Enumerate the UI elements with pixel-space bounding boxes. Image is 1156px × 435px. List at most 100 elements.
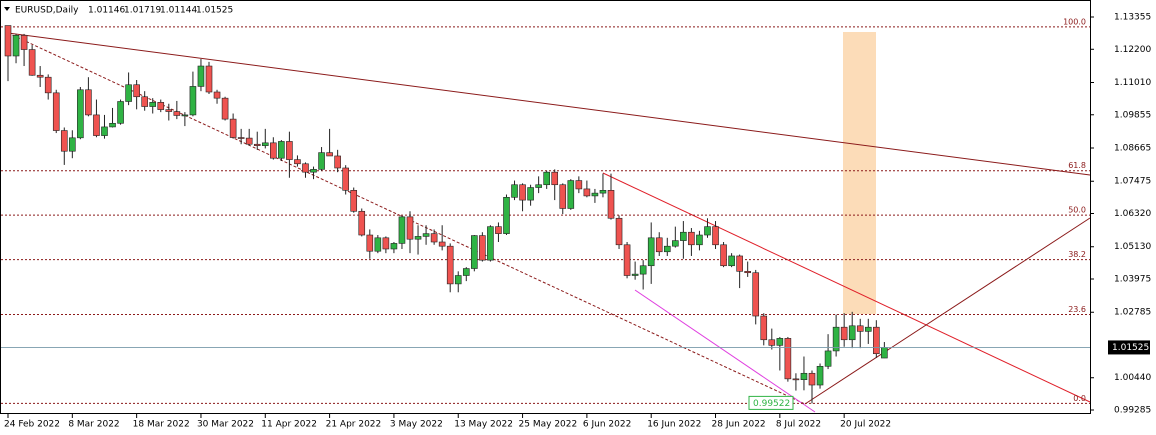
candle-body [438,241,446,247]
trend-line [804,217,1091,405]
candle-body [784,338,792,380]
candle-body [342,167,349,191]
candle-body [808,372,816,386]
candle-body [366,234,374,252]
x-tick-label: 18 Mar 2022 [133,420,190,430]
candle-body [422,233,430,237]
y-tick-label: 1.09855 [1114,110,1151,120]
candle-body [768,339,776,346]
y-tick-label: 0.99285 [1114,406,1151,416]
y-tick-label: 1.02785 [1114,308,1151,318]
candle-body [406,216,414,240]
candle-body [20,35,28,50]
candle-body [527,187,534,201]
candle-body [4,25,12,57]
candle-body [454,275,462,285]
candle-body [856,325,864,332]
candle-body [52,92,60,131]
candle-body [149,102,157,107]
candle-body [479,235,486,261]
candle-body [752,272,760,317]
candle-body [350,190,358,212]
candle-body [575,180,583,190]
y-tick-label: 1.03975 [1114,275,1151,285]
candle-body [318,152,325,170]
candle-body [237,137,245,139]
ohlc-open: 1.01146 [88,6,125,16]
candle-body [543,171,550,186]
candle-body [800,372,808,381]
candle-body [881,347,888,359]
candle-body [60,130,68,152]
x-tick-label: 25 May 2022 [519,420,578,430]
candle-body [551,171,559,186]
candle-body [495,226,502,234]
candle-body [688,231,695,246]
candle-body [69,137,76,152]
channel-line [7,32,806,405]
candle-body [12,35,20,57]
candle-body [125,84,132,102]
candle-body [358,210,366,236]
candle-body [567,180,575,209]
candle-body [189,86,197,116]
candle-body [28,49,36,76]
candle-body [832,326,840,352]
candle-body [848,325,856,341]
candle-body [430,233,438,243]
candle-body [310,169,317,173]
candle-body [591,192,599,197]
candle-body [712,226,719,246]
y-tick-label: 1.00440 [1114,373,1151,383]
x-tick-label: 16 Jun 2022 [647,420,701,430]
low-label: 0.99522 [753,399,790,409]
candle-body [599,190,607,194]
candle-body [36,74,44,78]
candle-body [414,236,422,240]
candle-body [141,96,148,107]
candle-body [511,184,518,198]
trend-line [634,289,816,413]
candle-body [93,114,100,136]
candle-body [607,190,615,219]
x-tick-label: 13 May 2022 [454,420,513,430]
y-tick-label: 1.12200 [1114,45,1151,55]
candle-body [286,141,293,160]
candle-body [736,255,743,272]
highlight-zone [843,32,876,314]
candle-body [165,109,173,112]
candle-body [503,197,510,234]
candle-body [229,118,237,138]
candle-body [663,245,671,253]
candle-body [270,142,277,159]
candle-body [816,365,824,386]
menu-icon[interactable] [4,7,10,11]
current-price-label: 1.01525 [1112,343,1149,353]
candle-body [302,163,309,173]
candle-body [221,97,229,120]
candle-body [631,273,639,276]
y-tick-label: 1.05130 [1114,242,1151,252]
fib-label: 0.0 [1073,394,1086,403]
x-tick-label: 30 Mar 2022 [197,420,254,430]
candle-body [535,184,542,188]
fib-label: 61.8 [1068,161,1086,170]
candle-body [760,315,768,341]
candle-body [792,378,800,381]
candle-body [294,159,301,165]
x-tick-label: 11 Apr 2022 [261,420,317,430]
candle-body [720,244,727,267]
candle-body [157,102,165,110]
ohlc-close: 1.01525 [196,6,233,16]
candle-body [261,142,269,146]
current-price-box [1108,340,1150,355]
candle-body [615,217,623,246]
candle-body [382,237,390,250]
candle-body [728,255,735,267]
candle-body [559,184,567,209]
candle-body [77,89,84,139]
candle-body [704,226,711,236]
candle-body [197,65,205,87]
x-tick-label: 24 Feb 2022 [4,420,60,430]
fib-label: 38.2 [1068,250,1086,259]
